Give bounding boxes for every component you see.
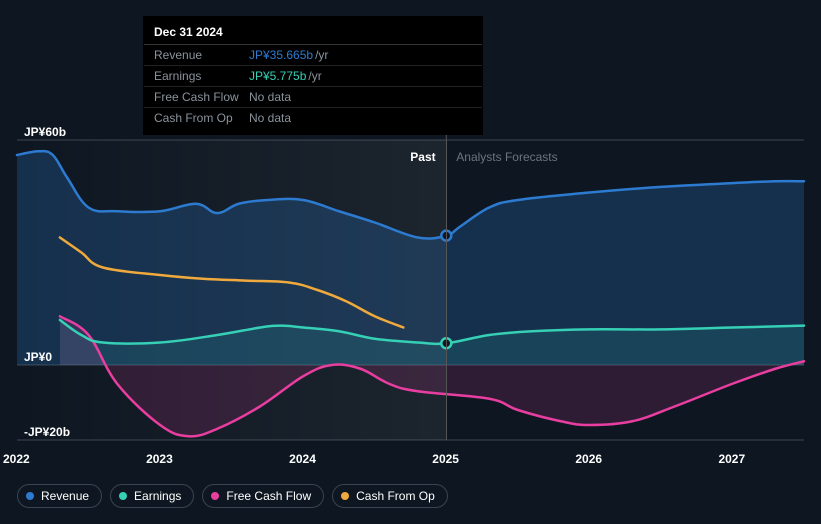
legend-dot	[26, 492, 34, 500]
tooltip-row: RevenueJP¥35.665b /yr	[144, 45, 482, 66]
tooltip-row-suffix: /yr	[308, 69, 321, 83]
legend-label: Revenue	[41, 489, 89, 503]
x-tick-label: 2027	[718, 452, 745, 466]
x-tick-label: 2022	[3, 452, 30, 466]
legend-item-earnings[interactable]: Earnings	[110, 484, 194, 508]
tooltip-row: Cash From OpNo data	[144, 108, 482, 128]
legend-item-cfo[interactable]: Cash From Op	[332, 484, 448, 508]
past-label: Past	[410, 150, 435, 164]
x-tick-label: 2024	[289, 452, 316, 466]
legend-label: Cash From Op	[356, 489, 435, 503]
tooltip-row-label: Cash From Op	[154, 111, 249, 125]
tooltip-row-value: No data	[249, 111, 291, 125]
hover-guideline	[446, 140, 447, 440]
legend-label: Earnings	[134, 489, 181, 503]
financials-chart: JP¥60b JP¥0 -JP¥20b 2022 2023 2024 2025 …	[0, 0, 821, 524]
tooltip-date: Dec 31 2024	[144, 23, 482, 45]
y-tick-label: JP¥60b	[24, 125, 66, 139]
chart-tooltip: Dec 31 2024 RevenueJP¥35.665b /yrEarning…	[143, 16, 483, 135]
tooltip-row: EarningsJP¥5.775b /yr	[144, 66, 482, 87]
tooltip-row: Free Cash FlowNo data	[144, 87, 482, 108]
legend: Revenue Earnings Free Cash Flow Cash Fro…	[17, 484, 448, 508]
x-tick-label: 2025	[432, 452, 459, 466]
y-tick-label: -JP¥20b	[24, 425, 70, 439]
legend-item-revenue[interactable]: Revenue	[17, 484, 102, 508]
x-tick-label: 2023	[146, 452, 173, 466]
y-tick-label: JP¥0	[24, 350, 52, 364]
x-tick-label: 2026	[575, 452, 602, 466]
tooltip-row-value: JP¥5.775b	[249, 69, 306, 83]
legend-dot	[119, 492, 127, 500]
tooltip-row-value: No data	[249, 90, 291, 104]
tooltip-row-suffix: /yr	[315, 48, 328, 62]
legend-dot	[211, 492, 219, 500]
legend-dot	[341, 492, 349, 500]
tooltip-row-value: JP¥35.665b	[249, 48, 313, 62]
legend-label: Free Cash Flow	[226, 489, 311, 503]
forecast-label: Analysts Forecasts	[456, 150, 557, 164]
tooltip-row-label: Free Cash Flow	[154, 90, 249, 104]
tooltip-row-label: Revenue	[154, 48, 249, 62]
legend-item-fcf[interactable]: Free Cash Flow	[202, 484, 324, 508]
tooltip-row-label: Earnings	[154, 69, 249, 83]
